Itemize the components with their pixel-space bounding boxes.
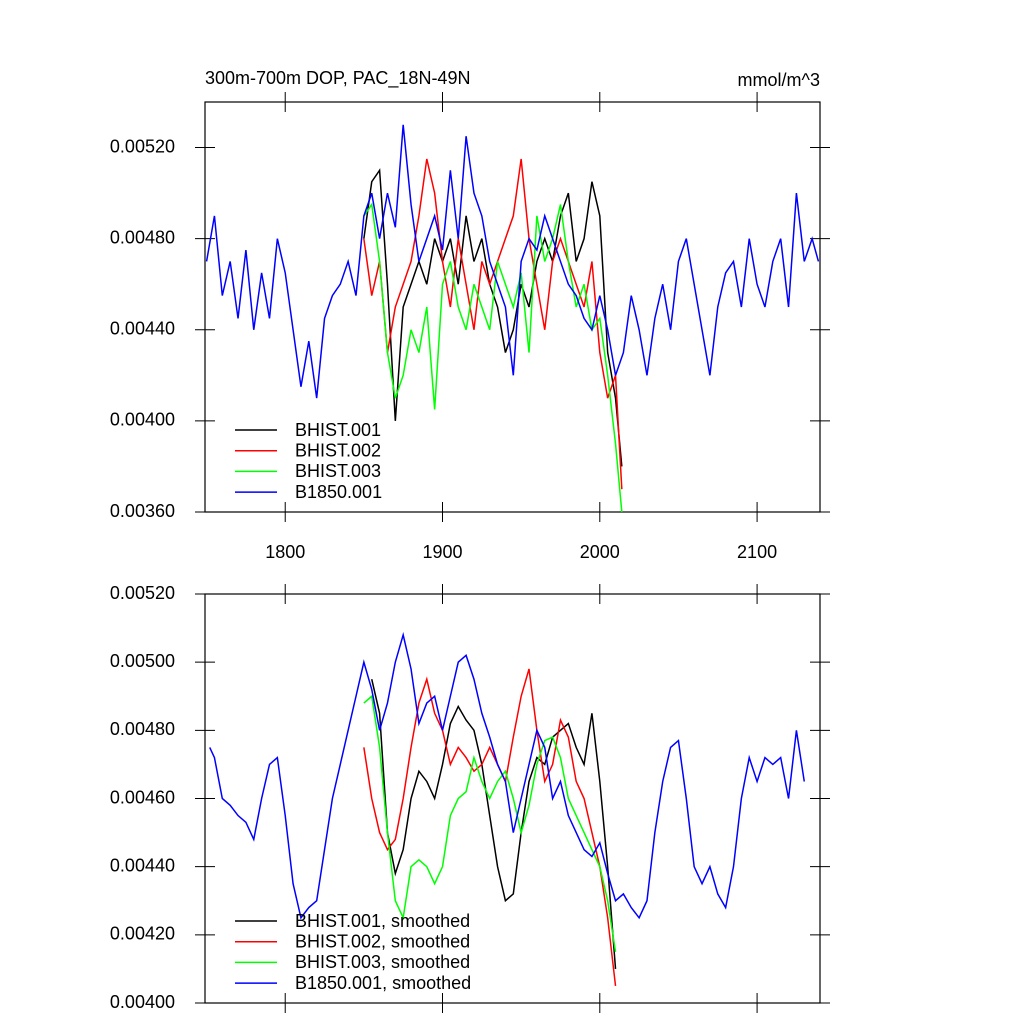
y-tick-label: 0.00400: [110, 992, 175, 1012]
data-line: [363, 168, 623, 467]
data-line: [363, 202, 623, 513]
y-tick-label: 0.00400: [110, 410, 175, 430]
y-tick-label: 0.00440: [110, 855, 175, 875]
data-line: [209, 631, 806, 920]
y-tick-label: 0.00500: [110, 651, 175, 671]
y-tick-label: 0.00440: [110, 319, 175, 339]
data-line: [363, 694, 617, 952]
legend-label: BHIST.001, smoothed: [295, 911, 470, 931]
legend-label: BHIST.003: [295, 461, 381, 481]
legend-label: BHIST.002, smoothed: [295, 931, 470, 951]
y-tick-label: 0.00520: [110, 136, 175, 156]
data-line: [205, 124, 820, 399]
data-line: [363, 668, 617, 987]
x-tick-label: 1900: [422, 542, 462, 562]
x-tick-label: 1800: [265, 542, 305, 562]
x-tick-label: 2100: [737, 542, 777, 562]
y-tick-label: 0.00460: [110, 787, 175, 807]
legend-label: BHIST.002: [295, 440, 381, 460]
y-tick-label: 0.00360: [110, 501, 175, 521]
plot-frame: [204, 101, 821, 513]
legend-label: BHIST.001: [295, 420, 381, 440]
y-tick-label: 0.00520: [110, 583, 175, 603]
x-tick-label: 2000: [580, 542, 620, 562]
y-tick-label: 0.00420: [110, 924, 175, 944]
data-line: [370, 679, 617, 969]
legend-label: BHIST.003, smoothed: [295, 952, 470, 972]
legend-label: B1850.001: [295, 482, 382, 502]
units-label: mmol/m^3: [738, 70, 820, 90]
chart-title: 300m-700m DOP, PAC_18N-49N: [205, 68, 470, 89]
legend-label: B1850.001, smoothed: [295, 973, 471, 993]
y-tick-label: 0.00480: [110, 719, 175, 739]
y-tick-label: 0.00480: [110, 227, 175, 247]
